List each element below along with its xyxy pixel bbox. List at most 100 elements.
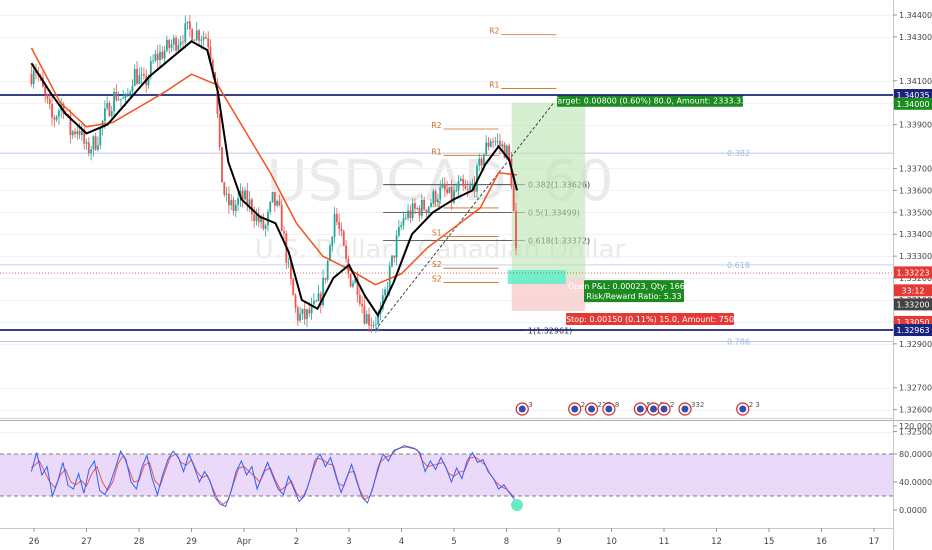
candle-body [74,131,76,135]
economic-event-count: 332 [691,401,704,409]
candle-body [103,108,106,122]
candle-body [489,141,492,147]
stop-label-box[interactable] [566,312,734,325]
economic-event-count: 3 [528,401,532,409]
candle-body [225,193,228,195]
osc-tick-label: 120.0000 [899,422,932,431]
candle-body [317,293,320,302]
candle-body [267,211,269,226]
candle-body [108,103,111,116]
time-tick-label: 8 [504,537,509,547]
candle-body [301,308,304,314]
candle-body [115,91,118,100]
candle-body [361,303,364,307]
candle-body [388,265,391,290]
candle-body [331,236,334,246]
osc-tick-label: 80.0000 [899,450,932,459]
candle-body [333,213,336,237]
flag-icon [636,405,644,413]
economic-event-count: 8 [615,401,619,409]
stoch-d-line[interactable] [31,446,515,506]
price-axis-tag[interactable] [894,266,932,279]
candle-body [200,39,203,41]
candle-body [92,136,95,150]
target-label: Target: 0.00800 (0.60%) 80.0, Amount: 23… [553,97,746,106]
candle-body [188,21,191,30]
candle-body [324,277,327,280]
candle-body [62,104,65,114]
pivot-label: S1 [432,200,442,209]
candle-body [349,273,352,287]
candle-body [163,50,166,59]
candle-body [384,289,386,296]
candle-body [175,37,177,51]
time-tick-label: 2 [294,537,299,547]
open-pnl-label: Open P&L: 0.00023, Qty: 166666 [568,282,700,291]
candle-body [503,144,506,159]
candle-body [156,53,159,61]
candle-body [186,21,189,24]
open-pnl-zone [507,270,566,285]
candle-body [90,149,92,154]
target-label-box[interactable] [557,94,743,107]
ma-fast-line[interactable] [30,40,518,318]
candle-body [202,36,205,40]
candle-body [69,115,72,136]
candle-body [179,41,182,45]
candle-body [326,261,329,280]
candle-body [416,207,419,209]
candle-body [485,142,488,155]
price-axis-tag[interactable] [894,298,932,311]
candle-body [71,131,74,136]
pivot-label: R2 [432,121,442,130]
candle-body [244,190,246,200]
candle-body [407,210,409,219]
fib-level-label: 1(1.32961) [528,326,572,335]
trend-line[interactable] [374,102,555,331]
candle-body [241,190,244,200]
candle-body [228,193,230,206]
candle-body [423,199,426,210]
candle-body [129,91,132,94]
pivot-label: S1 [432,228,442,237]
candle-body [496,141,499,142]
price-axis-tag[interactable] [894,324,932,337]
candle-body [386,289,389,291]
candle-body [482,154,485,166]
time-tick-label: Apr [237,537,252,547]
candle-body [67,114,70,116]
price-tick-label: 1.34300 [899,33,932,42]
candle-body [140,74,143,76]
candle-body [207,38,210,48]
candle-body [448,187,451,193]
candle-body [420,199,423,216]
candle-body [248,199,251,205]
candle-body [113,91,115,112]
pnl-label-box[interactable] [584,280,684,303]
candle-body [478,158,481,166]
candle-body [457,180,460,191]
candle-body [165,39,168,51]
candle-body [294,295,297,308]
ma-slow-line[interactable] [30,47,518,286]
oversold-marker[interactable] [511,499,523,511]
candle-body [342,231,345,246]
stoch-k-line[interactable] [30,445,515,508]
price-axis-tag-label: 1.32963 [896,326,929,335]
profit-zone[interactable] [511,102,586,279]
price-axis-tag[interactable] [894,284,932,297]
candle-body [335,213,338,222]
candle-body [273,192,276,206]
candle-body [209,47,212,61]
candle-body [375,324,377,325]
price-axis-tag[interactable] [894,97,932,110]
candle-body [46,94,49,100]
candle-body [147,76,150,86]
stop-label: Stop: 0.00150 (0.11%) 15.0, Amount: 750 [566,315,734,324]
time-tick-label: 27 [81,537,92,547]
candle-body [499,141,501,147]
candle-body [372,324,375,326]
price-tick-label: 1.32500 [899,428,932,437]
candle-body [400,225,403,228]
